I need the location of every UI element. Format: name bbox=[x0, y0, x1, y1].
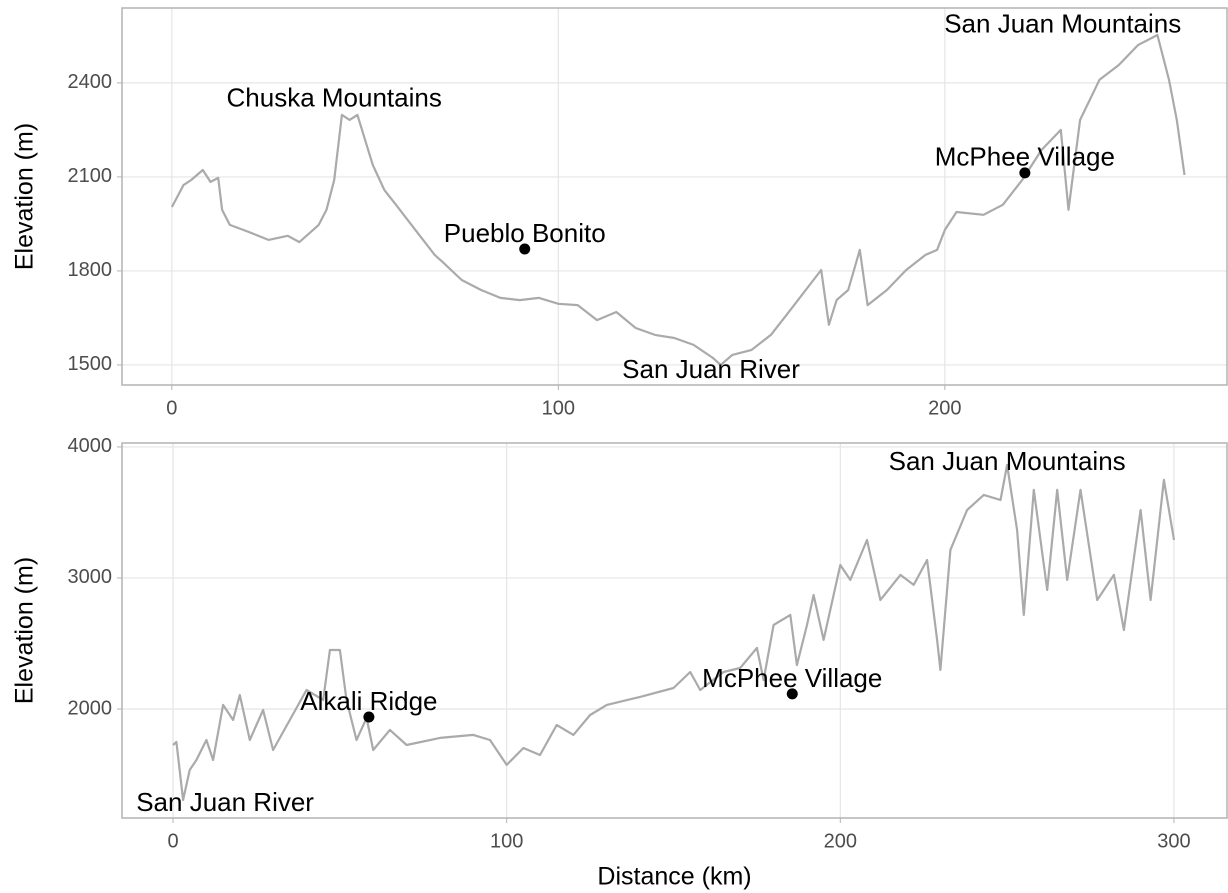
site-point bbox=[1019, 167, 1031, 179]
site-point bbox=[786, 688, 798, 700]
site-label: McPhee Village bbox=[935, 142, 1115, 172]
x-axis-title: Distance (km) bbox=[597, 863, 751, 891]
x-tick-label: 300 bbox=[1157, 830, 1190, 852]
y-tick-label: 1500 bbox=[68, 353, 113, 375]
x-tick-label: 0 bbox=[167, 830, 178, 852]
site-point bbox=[363, 711, 375, 723]
y-tick-label: 3000 bbox=[68, 566, 113, 588]
elevation-line bbox=[172, 463, 1176, 802]
annotation: San Juan River bbox=[622, 354, 800, 384]
x-tick-label: 0 bbox=[166, 397, 177, 419]
x-tick-label: 200 bbox=[928, 397, 961, 419]
annotation: San Juan Mountains bbox=[944, 9, 1181, 39]
site-label: Alkali Ridge bbox=[300, 686, 437, 716]
elevation-line bbox=[170, 33, 1186, 366]
x-tick-label: 100 bbox=[542, 397, 575, 419]
y-tick-label: 4000 bbox=[68, 435, 113, 457]
y-axis-title: Elevation (m) bbox=[11, 123, 39, 270]
annotation: Chuska Mountains bbox=[227, 83, 442, 113]
annotation: San Juan River bbox=[136, 787, 314, 817]
y-axis-title: Elevation (m) bbox=[11, 557, 39, 704]
x-tick-label: 200 bbox=[824, 830, 857, 852]
y-tick-label: 2400 bbox=[68, 71, 113, 93]
y-tick-label: 2100 bbox=[68, 165, 113, 187]
y-tick-label: 1800 bbox=[68, 259, 113, 281]
x-tick-label: 100 bbox=[490, 830, 523, 852]
y-tick-label: 2000 bbox=[68, 697, 113, 719]
panel-border bbox=[121, 442, 1228, 819]
site-label: McPhee Village bbox=[702, 663, 882, 693]
site-label: Pueblo Bonito bbox=[444, 218, 606, 248]
annotation: San Juan Mountains bbox=[889, 446, 1126, 476]
site-point bbox=[519, 243, 531, 255]
panel-border bbox=[121, 7, 1228, 386]
